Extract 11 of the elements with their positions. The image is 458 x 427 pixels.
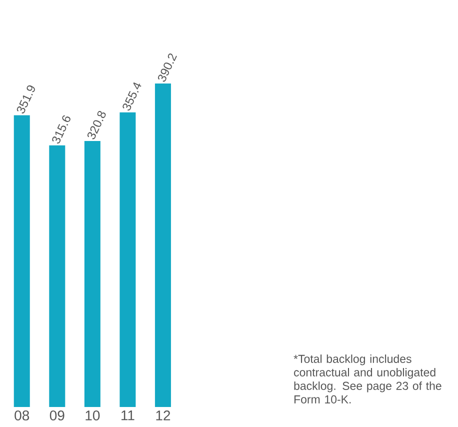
data-label: 320.8: [87, 110, 106, 140]
data-label: 315.6: [52, 115, 70, 144]
x-tick-label: 12: [156, 410, 170, 420]
x-tick-label: 10: [86, 410, 100, 420]
data-label: 355.4: [122, 82, 142, 111]
x-tick-label: 09: [50, 410, 64, 420]
text: *Total backlog includes contractual and unobligated backlog. See page 23 of the Form 10-K.: [294, 354, 442, 404]
data-label: 390.2: [158, 53, 177, 82]
data-label: 351.9: [16, 85, 35, 114]
x-tick-label: 11: [121, 410, 134, 420]
x-tick-label: 08: [14, 410, 30, 420]
